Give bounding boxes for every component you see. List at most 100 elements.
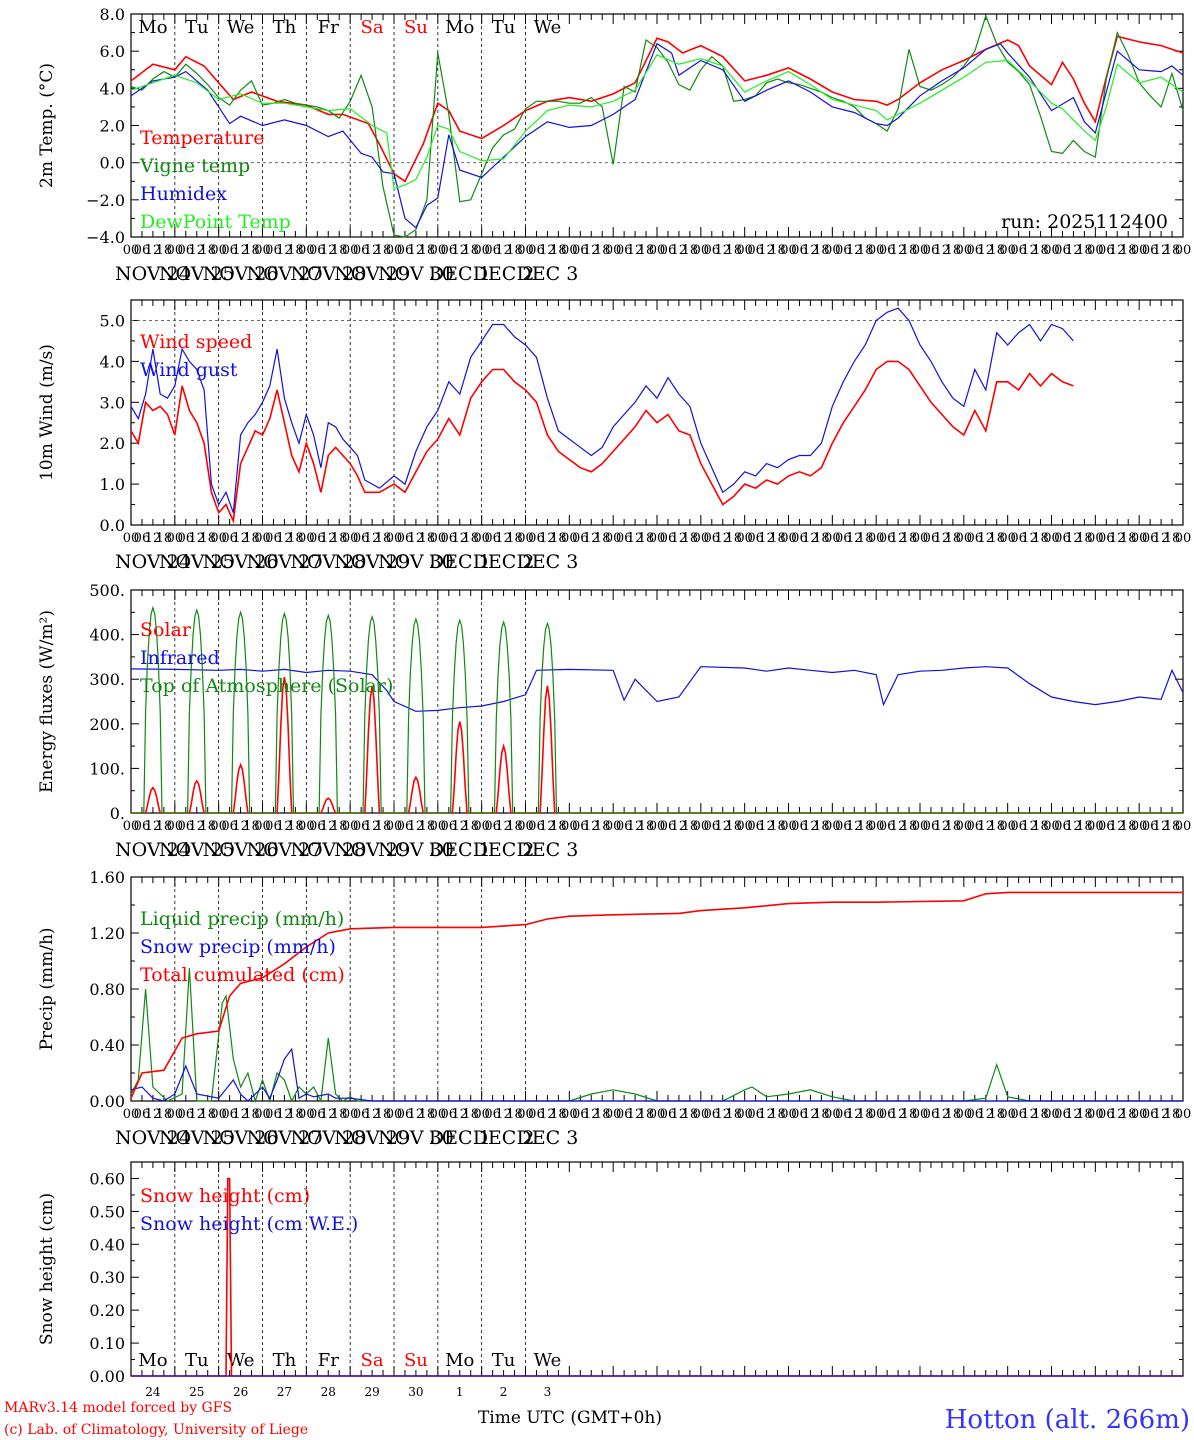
hour-tick-label: 12	[758, 531, 775, 546]
hour-tick-label: 06	[879, 531, 896, 546]
hour-tick-label: 12	[934, 243, 951, 258]
hour-tick-label: 12	[145, 531, 162, 546]
hour-tick-label: 00	[298, 1107, 315, 1122]
hour-tick-label: 12	[846, 819, 863, 834]
hour-tick-label: 18	[375, 819, 392, 834]
hour-tick-label: 12	[671, 819, 688, 834]
weekday-label: We	[227, 1350, 255, 1371]
hour-tick-label: 12	[539, 531, 556, 546]
hour-tick-label: 06	[221, 1107, 238, 1122]
series-line-dewpoint-temp	[130, 54, 1184, 190]
hour-tick-label: 18	[243, 1107, 260, 1122]
hour-tick-label: 12	[320, 243, 337, 258]
hour-tick-label: 00	[912, 531, 929, 546]
day-label: DEC 2	[473, 551, 535, 573]
hour-tick-label: 18	[419, 1107, 436, 1122]
day-label: NOV 25	[159, 263, 235, 285]
day-label: NOV 29	[334, 1127, 410, 1149]
hour-tick-label: 06	[747, 1107, 764, 1122]
y-tick-label: 0.60	[89, 1169, 125, 1188]
weekday-label: Fr	[318, 17, 339, 38]
day-label: DEC 3	[517, 839, 579, 861]
hour-tick-label: 12	[671, 1107, 688, 1122]
hour-tick-label: 00	[342, 243, 359, 258]
day-label: DEC 2	[473, 263, 535, 285]
hour-tick-label: 00	[517, 243, 534, 258]
hour-tick-label: 12	[1065, 1107, 1082, 1122]
hour-tick-label: 06	[572, 819, 589, 834]
y-tick-label: 500.	[89, 581, 125, 600]
hour-tick-label: 00	[868, 243, 885, 258]
hour-tick-label: 00	[123, 819, 140, 834]
y-tick-label: 0.50	[89, 1202, 125, 1221]
y-tick-label: 2.0	[100, 117, 125, 136]
hour-tick-label: 06	[923, 243, 940, 258]
hour-tick-label: 18	[725, 819, 742, 834]
y-axis-label: Energy fluxes (W/m²)	[37, 610, 57, 793]
weekday-label: Tu	[185, 17, 209, 38]
hour-tick-label: 12	[1065, 819, 1082, 834]
hour-tick-label: 12	[627, 531, 644, 546]
hour-tick-label: 06	[441, 819, 458, 834]
hour-tick-label: 06	[134, 819, 151, 834]
hour-tick-label: 18	[638, 531, 655, 546]
hour-tick-label: 00	[298, 819, 315, 834]
y-axis-label: Precip (mm/h)	[37, 927, 57, 1050]
hour-tick-label: 12	[451, 531, 468, 546]
hour-tick-label: 18	[419, 531, 436, 546]
hour-tick-label: 12	[1021, 531, 1038, 546]
hour-tick-label: 12	[714, 243, 731, 258]
hour-tick-label: 18	[813, 531, 830, 546]
hour-tick-label: 12	[714, 531, 731, 546]
hour-tick-label: 12	[934, 531, 951, 546]
hour-tick-label: 18	[988, 819, 1005, 834]
hour-tick-label: 00	[430, 819, 447, 834]
hour-tick-label: 00	[605, 819, 622, 834]
hour-tick-label: 18	[594, 531, 611, 546]
hour-tick-label: 06	[528, 819, 545, 834]
hour-tick-label: 00	[868, 531, 885, 546]
hour-tick-label: 06	[1054, 1107, 1071, 1122]
y-axis-label: 10m Wind (m/s)	[37, 344, 57, 481]
hour-tick-label: 12	[145, 819, 162, 834]
hour-tick-label: 12	[364, 1107, 381, 1122]
hour-tick-label: 00	[999, 531, 1016, 546]
hour-tick-label: 00	[473, 243, 490, 258]
hour-tick-label: 00	[1087, 243, 1104, 258]
weekday-label: Mo	[445, 17, 474, 38]
hour-tick-label: 00	[780, 531, 797, 546]
hour-tick-label: 06	[835, 243, 852, 258]
hour-tick-label: 06	[1098, 819, 1115, 834]
hour-tick-label: 00	[561, 243, 578, 258]
hour-tick-label: 18	[331, 819, 348, 834]
hour-tick-label: 00	[780, 819, 797, 834]
hour-tick-label: 00	[780, 1107, 797, 1122]
hour-tick-label: 18	[550, 819, 567, 834]
hour-tick-label: 18	[682, 531, 699, 546]
day-number-label: 1	[456, 1385, 464, 1399]
hour-tick-label: 00	[736, 531, 753, 546]
hour-tick-label: 06	[835, 819, 852, 834]
hour-tick-label: 06	[528, 1107, 545, 1122]
series-line-infrared	[130, 666, 1184, 712]
day-label: NOV 26	[203, 839, 279, 861]
hour-tick-label: 18	[945, 819, 962, 834]
day-label: DEC 1	[429, 839, 491, 861]
panel-3: 500. 400. 300. 200. 100. 0. Energy fluxes (W/m…	[37, 581, 1191, 861]
day-label: NOV 26	[203, 551, 279, 573]
hour-tick-label: 18	[594, 1107, 611, 1122]
hour-tick-label: 06	[704, 1107, 721, 1122]
hour-tick-label: 06	[791, 243, 808, 258]
hour-tick-label: 00	[342, 531, 359, 546]
hour-tick-label: 06	[178, 819, 195, 834]
y-tick-label: 0.20	[89, 1301, 125, 1320]
hour-tick-label: 06	[353, 531, 370, 546]
hour-tick-label: 18	[331, 531, 348, 546]
hour-tick-label: 12	[627, 1107, 644, 1122]
hour-tick-label: 18	[1076, 531, 1093, 546]
hour-tick-label: 00	[693, 819, 710, 834]
hour-tick-label: 18	[725, 243, 742, 258]
day-number-label: 27	[277, 1385, 292, 1399]
hour-tick-label: 06	[309, 1107, 326, 1122]
y-tick-label: 1.60	[89, 868, 125, 887]
